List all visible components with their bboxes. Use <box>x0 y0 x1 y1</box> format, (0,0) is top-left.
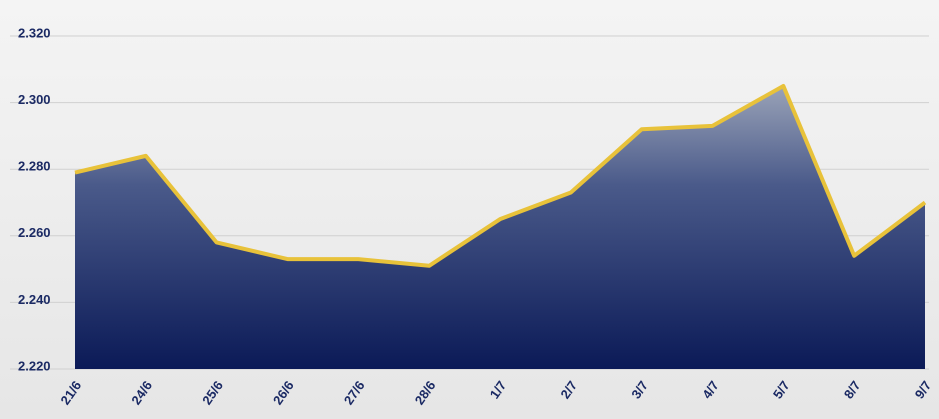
area <box>75 85 925 369</box>
y-tick-label: 2.240 <box>18 292 51 307</box>
y-tick-label: 2.260 <box>18 225 51 240</box>
y-tick-label: 2.300 <box>18 92 51 107</box>
line <box>74 83 927 268</box>
y-tick-label: 2.320 <box>18 25 51 40</box>
y-tick-label: 2.280 <box>18 159 51 174</box>
y-tick-label: 2.220 <box>18 358 51 373</box>
